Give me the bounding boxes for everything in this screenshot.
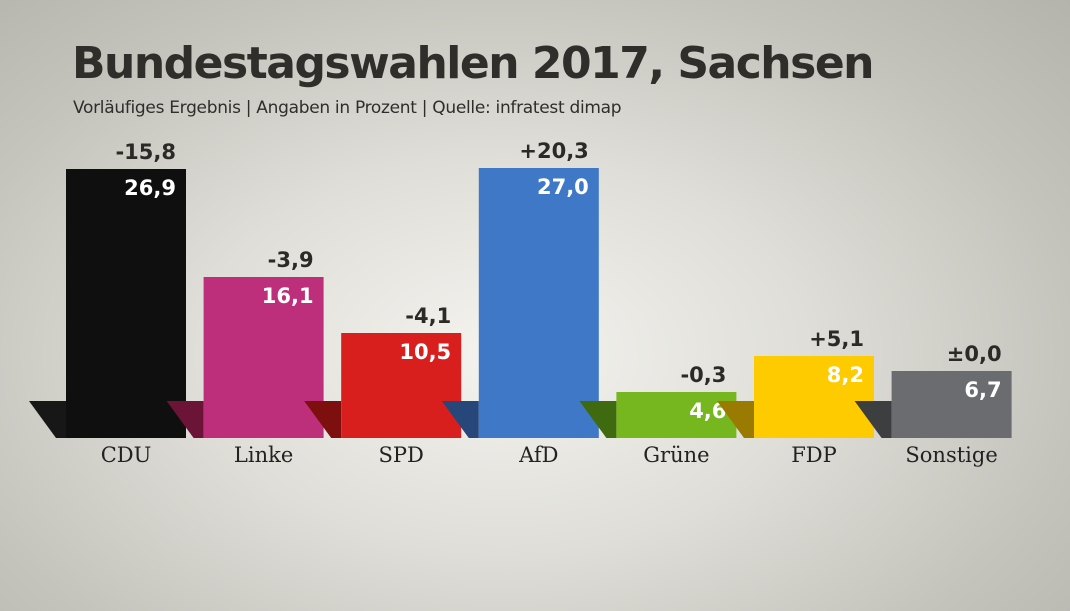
category-label: Linke bbox=[234, 443, 293, 467]
bar-shadow bbox=[717, 401, 754, 438]
category-label: Sonstige bbox=[905, 443, 997, 467]
category-label: Grüne bbox=[643, 443, 709, 467]
category-label: CDU bbox=[101, 443, 152, 467]
bar-value-label: 27,0 bbox=[537, 175, 589, 199]
bar-shadow bbox=[29, 401, 66, 438]
category-label: AfD bbox=[518, 443, 558, 467]
category-label: FDP bbox=[791, 443, 837, 467]
bar bbox=[203, 277, 324, 438]
bar-change-label: -0,3 bbox=[680, 363, 726, 387]
bar-change-label: +5,1 bbox=[809, 327, 864, 351]
bar-value-label: 26,9 bbox=[124, 176, 176, 200]
bar bbox=[478, 168, 599, 438]
chart-subtitle: Vorläufiges Ergebnis | Angaben in Prozen… bbox=[73, 98, 622, 118]
bar-shadow bbox=[579, 401, 617, 438]
bar-change-label: -4,1 bbox=[405, 304, 451, 328]
bar-value-label: 10,5 bbox=[399, 340, 451, 364]
bar-change-label: ±0,0 bbox=[947, 342, 1002, 366]
bar-shadow bbox=[304, 401, 342, 438]
category-label: SPD bbox=[379, 443, 424, 467]
bar bbox=[66, 169, 186, 438]
bar bbox=[616, 392, 737, 438]
bar bbox=[891, 371, 1012, 438]
bar-value-label: 8,2 bbox=[827, 363, 864, 387]
bar-shadow bbox=[166, 401, 204, 438]
bar bbox=[754, 356, 874, 438]
bar-value-label: 16,1 bbox=[262, 284, 314, 308]
bar-change-label: +20,3 bbox=[519, 139, 588, 163]
bar bbox=[341, 333, 462, 438]
bar-shadow bbox=[441, 401, 479, 438]
bar-value-label: 6,7 bbox=[964, 378, 1001, 402]
bar-change-label: -15,8 bbox=[115, 140, 176, 164]
bar-shadow bbox=[854, 401, 892, 438]
bar-change-label: -3,9 bbox=[268, 248, 314, 272]
chart-title: Bundestagswahlen 2017, Sachsen bbox=[72, 38, 875, 89]
